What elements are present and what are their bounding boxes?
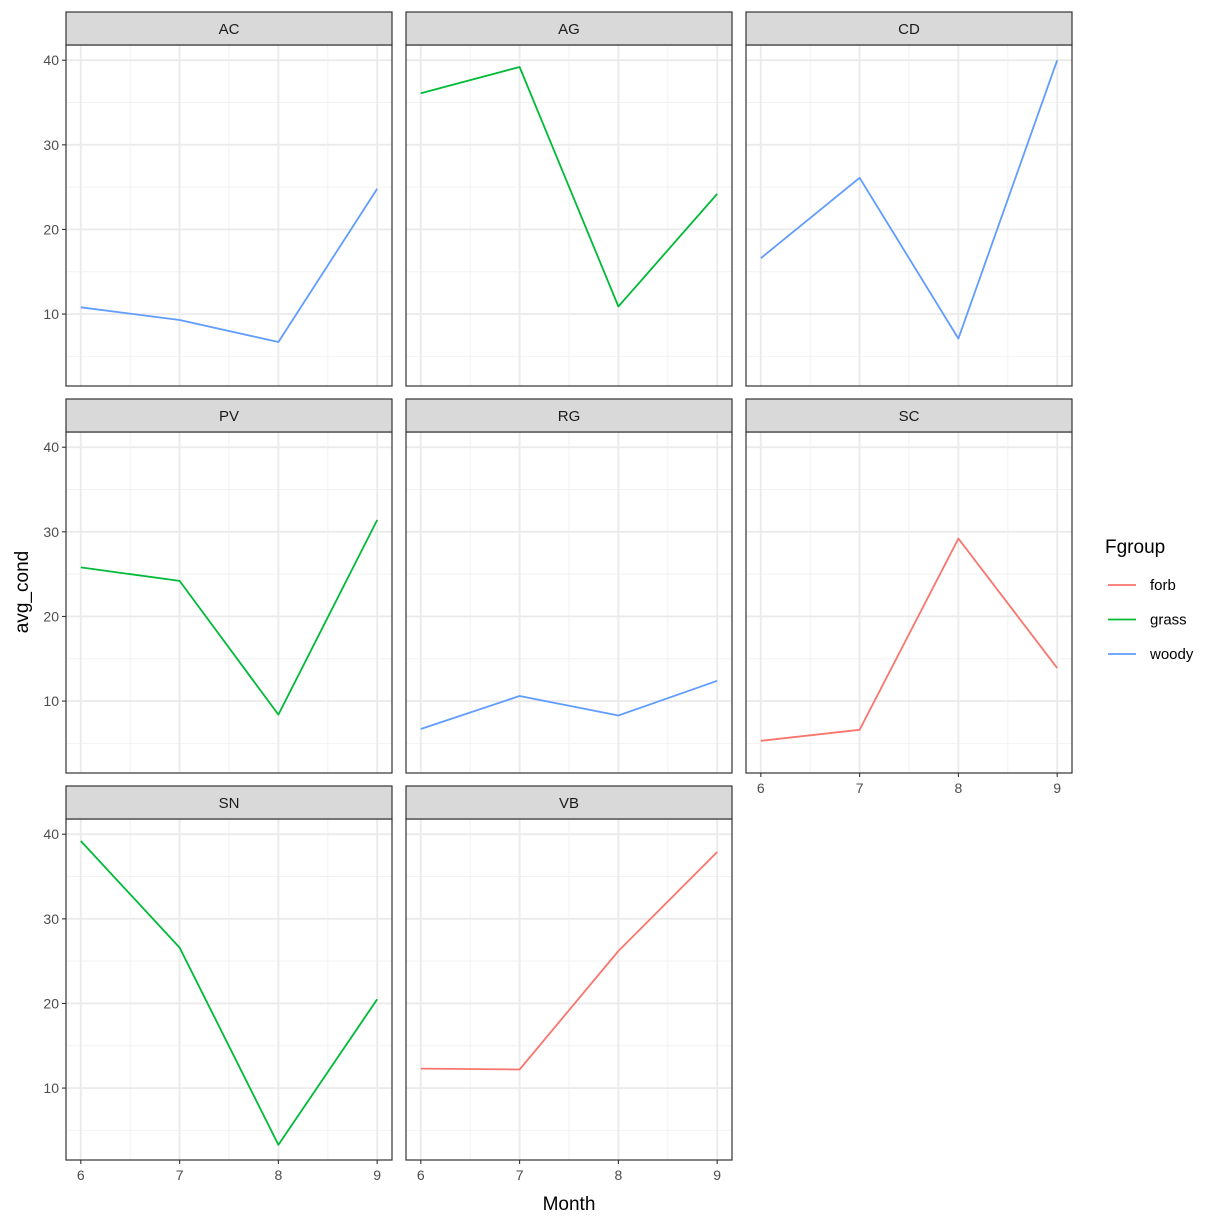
y-tick-label: 20 [43, 221, 59, 237]
facet-label: RG [558, 408, 581, 425]
panel-ag: AG [405, 11, 733, 387]
x-tick-label: 6 [757, 780, 765, 796]
y-tick-label: 40 [43, 826, 59, 842]
x-tick-label: 7 [856, 780, 864, 796]
legend-title: Fgroup [1105, 537, 1165, 558]
facet-label: AC [219, 21, 240, 38]
x-tick-label: 7 [516, 1167, 524, 1183]
panel-cd: CD [745, 11, 1073, 387]
facet-strip [745, 398, 1073, 433]
panel-sn: SN 10 20 30 40 6 7 8 9 [43, 785, 393, 1183]
legend-label-grass: grass [1150, 612, 1187, 629]
facet-label: SC [899, 408, 920, 425]
x-tick-label: 9 [1053, 780, 1061, 796]
y-axis-title: avg_cond [12, 551, 33, 633]
panel-ac: AC 10 20 30 40 [43, 11, 393, 387]
legend-label-forb: forb [1150, 577, 1176, 594]
y-tick-label: 30 [43, 524, 59, 540]
facet-strip [65, 11, 393, 46]
panel-vb: VB 6 7 8 9 [405, 785, 733, 1183]
facet-strip [65, 785, 393, 820]
x-tick-label: 8 [274, 1167, 282, 1183]
series-line-woody [420, 679, 718, 730]
y-tick-label: 30 [43, 911, 59, 927]
y-tick-label: 20 [43, 608, 59, 624]
facet-label: AG [558, 21, 580, 38]
panel-sc: SC 6 7 8 9 [745, 398, 1073, 796]
x-tick-label: 6 [77, 1167, 85, 1183]
x-tick-label: 9 [373, 1167, 381, 1183]
panel-pv: PV 10 20 30 40 [43, 398, 393, 774]
series-line-grass [420, 66, 718, 308]
series-line-grass [80, 519, 379, 716]
y-tick-label: 10 [43, 693, 59, 709]
facet-label: CD [898, 21, 920, 38]
y-tick-label: 10 [43, 306, 59, 322]
facet-label: PV [219, 408, 239, 425]
series-line-forb [760, 537, 1058, 742]
legend-label-woody: woody [1149, 646, 1194, 663]
x-tick-label: 7 [176, 1167, 184, 1183]
facet-label: SN [219, 795, 240, 812]
series-line-forb [420, 851, 718, 1071]
y-tick-label: 20 [43, 995, 59, 1011]
y-tick-label: 10 [43, 1080, 59, 1096]
x-tick-label: 9 [713, 1167, 721, 1183]
x-tick-label: 6 [417, 1167, 425, 1183]
series-line-woody [760, 59, 1059, 340]
facet-strip [405, 785, 733, 820]
y-tick-label: 30 [43, 137, 59, 153]
x-axis-title: Month [543, 1194, 596, 1215]
y-tick-label: 40 [43, 439, 59, 455]
panel-rg: RG [405, 398, 733, 774]
legend: Fgroup forb grass woody [1105, 537, 1194, 663]
facet-strip [405, 11, 733, 46]
y-tick-label: 40 [43, 52, 59, 68]
series-line-woody [80, 188, 378, 343]
x-tick-label: 8 [614, 1167, 622, 1183]
facet-strip [745, 11, 1073, 46]
facet-strip [65, 398, 393, 433]
facet-label: VB [559, 795, 579, 812]
series-line-grass [80, 840, 378, 1146]
x-tick-label: 8 [954, 780, 962, 796]
facet-strip [405, 398, 733, 433]
